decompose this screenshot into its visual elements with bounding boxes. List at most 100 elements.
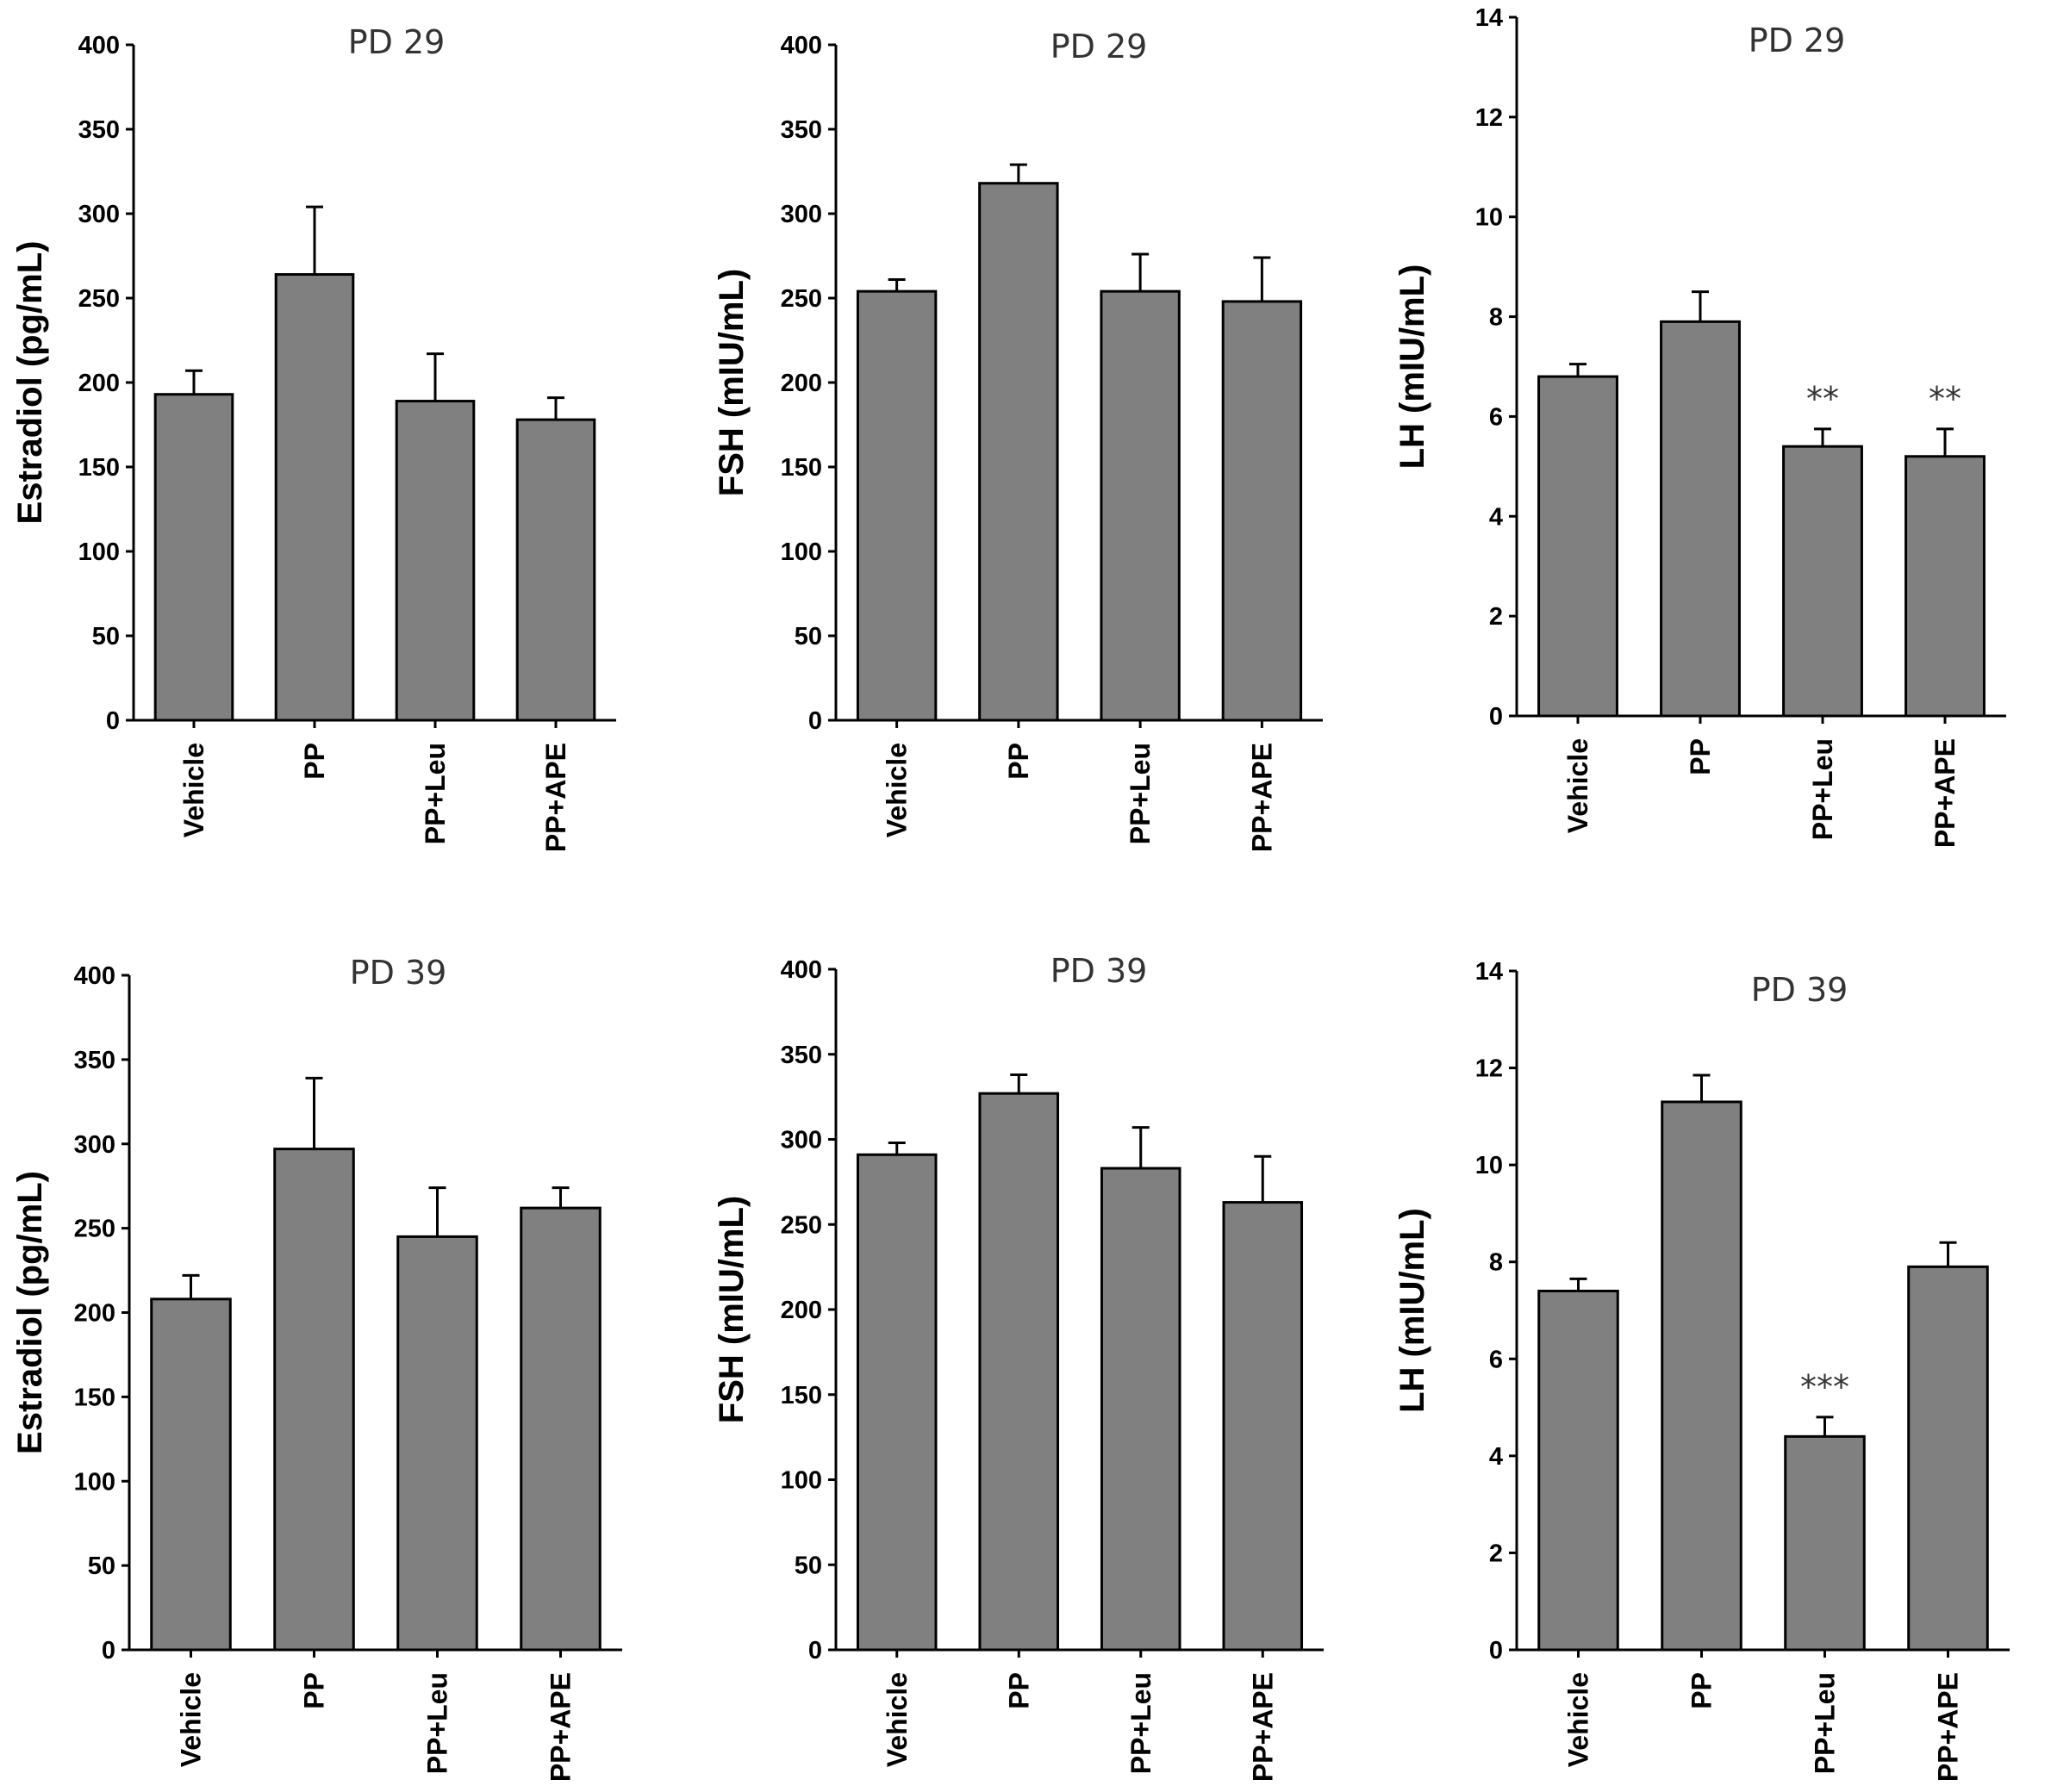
bar — [1100, 289, 1181, 722]
x-category-label: Vehicle — [1562, 738, 1593, 833]
y-tick-label: 350 — [74, 1047, 115, 1074]
y-tick-label: 350 — [78, 116, 120, 144]
y-tick-label: 150 — [781, 1382, 822, 1409]
y-axis-label: Estradiol (pg/mL) — [11, 241, 49, 525]
significance-marker: *** — [1800, 1368, 1849, 1406]
x-category-label: PP+APE — [545, 1672, 577, 1782]
x-category-label: Vehicle — [882, 1672, 913, 1767]
x-category-label: PP+Leu — [1125, 1672, 1156, 1774]
bar — [1904, 455, 1986, 718]
significance-marker: ** — [1929, 380, 1961, 418]
bar — [515, 418, 596, 722]
y-tick-label: 50 — [795, 623, 822, 650]
y-tick-label: 0 — [1489, 703, 1503, 731]
bar — [1784, 1434, 1866, 1652]
x-category-label: Vehicle — [176, 1672, 207, 1767]
bar — [273, 1148, 355, 1652]
x-category-label: PP+Leu — [1810, 1672, 1841, 1774]
y-axis-label: FSH (mIU/mL) — [713, 269, 751, 496]
bar — [1537, 1289, 1619, 1652]
bar — [1661, 1100, 1742, 1652]
y-tick-label: 150 — [78, 454, 120, 482]
y-tick-label: 8 — [1489, 304, 1503, 332]
x-category-label: PP+Leu — [420, 743, 451, 844]
bar — [978, 1092, 1060, 1652]
y-tick-label: 350 — [781, 116, 822, 144]
x-category-label: PP — [1685, 738, 1716, 775]
y-tick-label: 0 — [106, 707, 120, 735]
y-tick-label: 2 — [1489, 603, 1503, 631]
y-tick-label: 6 — [1489, 1346, 1503, 1373]
y-tick-label: 150 — [74, 1384, 115, 1411]
y-tick-label: 12 — [1475, 104, 1503, 132]
y-tick-label: 0 — [1489, 1637, 1503, 1664]
chart-title: PD 29 — [348, 23, 446, 61]
y-tick-label: 100 — [781, 538, 822, 566]
y-tick-label: 400 — [781, 32, 822, 59]
chart-title: PD 39 — [350, 954, 447, 992]
bar — [978, 182, 1059, 722]
x-category-label: Vehicle — [1563, 1672, 1594, 1767]
bar — [1537, 375, 1618, 718]
y-tick-label: 250 — [781, 285, 822, 313]
bar — [153, 393, 234, 722]
y-tick-label: 300 — [74, 1131, 115, 1159]
x-category-label: PP+APE — [1247, 1672, 1278, 1782]
bar — [856, 1153, 938, 1652]
y-tick-label: 250 — [78, 285, 120, 313]
y-tick-label: 10 — [1475, 1152, 1503, 1179]
bar — [1221, 300, 1303, 722]
y-axis-label: FSH (mIU/mL) — [713, 1196, 751, 1423]
chart-panel-fsh-pd29: PD 29 FSH (mIU/mL) 0 50 100 150 200 250 300 350 40… — [713, 28, 1323, 852]
y-tick-label: 200 — [74, 1300, 115, 1328]
x-category-label: Vehicle — [882, 743, 913, 837]
chart-panel-lh-pd29: PD 29 LH (mIU/mL) 0 2 4 6 8 10 12 14 Vehicle PP PP+L… — [1393, 4, 2006, 848]
y-tick-label: 300 — [78, 201, 120, 228]
x-category-label: PP+Leu — [1125, 743, 1156, 844]
y-axis-label: LH (mIU/mL) — [1393, 264, 1431, 470]
bar — [1907, 1265, 1989, 1652]
y-tick-label: 150 — [781, 454, 822, 482]
chart-title: PD 39 — [1050, 952, 1148, 990]
bar — [856, 289, 938, 722]
y-tick-label: 50 — [795, 1552, 822, 1579]
x-category-label: Vehicle — [178, 743, 209, 837]
y-tick-label: 12 — [1475, 1055, 1503, 1083]
y-tick-label: 100 — [78, 538, 120, 566]
bar — [274, 273, 355, 722]
y-tick-label: 4 — [1489, 1443, 1503, 1471]
x-category-label: PP+APE — [540, 743, 571, 852]
y-tick-label: 200 — [78, 370, 120, 397]
y-tick-label: 14 — [1475, 958, 1503, 986]
x-category-label: PP+Leu — [1807, 738, 1838, 840]
chart-panel-lh-pd39: PD 39 LH (mIU/mL) 0 2 4 6 8 10 12 14 Vehicle PP PP+L… — [1393, 958, 2010, 1782]
y-tick-label: 200 — [781, 1297, 822, 1324]
chart-title: PD 39 — [1751, 971, 1848, 1009]
x-category-label: PP+APE — [1933, 1672, 1964, 1782]
y-tick-label: 8 — [1489, 1249, 1503, 1277]
y-tick-label: 300 — [781, 201, 822, 228]
y-tick-label: 10 — [1475, 204, 1503, 232]
chart-panel-estradiol-pd39: PD 39 Estradiol (pg/mL) 0 50 100 150 200 250 300… — [11, 954, 622, 1782]
chart-panel-estradiol-pd29: PD 29 Estradiol (pg/mL) 0 50 100 150 200 250 300… — [11, 23, 616, 852]
bar — [520, 1206, 602, 1652]
y-tick-label: 350 — [781, 1042, 822, 1069]
y-tick-label: 4 — [1489, 503, 1503, 531]
bar — [1782, 445, 1863, 718]
significance-marker: ** — [1806, 380, 1839, 418]
y-tick-label: 50 — [92, 623, 120, 650]
bar — [395, 400, 476, 722]
y-axis-label: LH (mIU/mL) — [1393, 1208, 1431, 1413]
x-category-label: PP+APE — [1929, 738, 1961, 848]
y-tick-label: 200 — [781, 370, 822, 397]
x-category-label: PP — [1686, 1672, 1717, 1709]
x-category-label: PP+Leu — [422, 1672, 453, 1774]
y-tick-label: 0 — [102, 1637, 115, 1664]
x-category-label: PP+APE — [1246, 743, 1277, 852]
y-tick-label: 6 — [1489, 403, 1503, 431]
x-category-label: PP — [299, 743, 330, 780]
x-category-label: PP — [1003, 1672, 1034, 1709]
y-tick-label: 100 — [781, 1467, 822, 1495]
y-tick-label: 250 — [781, 1211, 822, 1239]
